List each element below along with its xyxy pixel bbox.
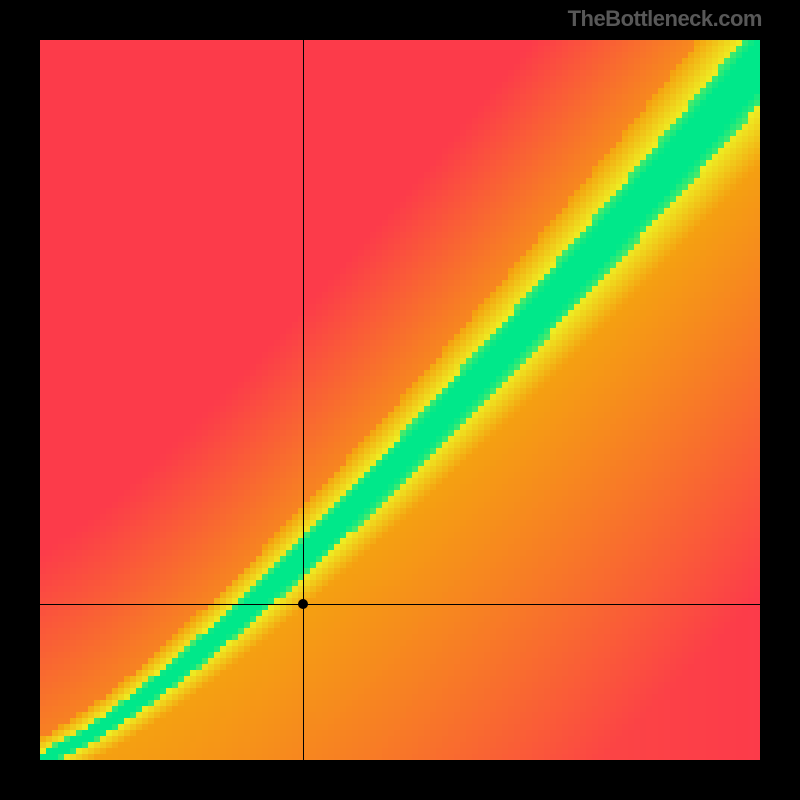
chart-container: TheBottleneck.com [0, 0, 800, 800]
watermark-text: TheBottleneck.com [568, 6, 762, 32]
heatmap-canvas [40, 40, 760, 760]
plot-area [40, 40, 760, 760]
